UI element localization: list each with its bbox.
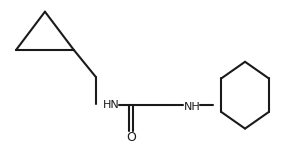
Text: O: O <box>126 131 136 144</box>
Text: HN: HN <box>103 100 120 110</box>
Text: NH: NH <box>184 102 201 112</box>
